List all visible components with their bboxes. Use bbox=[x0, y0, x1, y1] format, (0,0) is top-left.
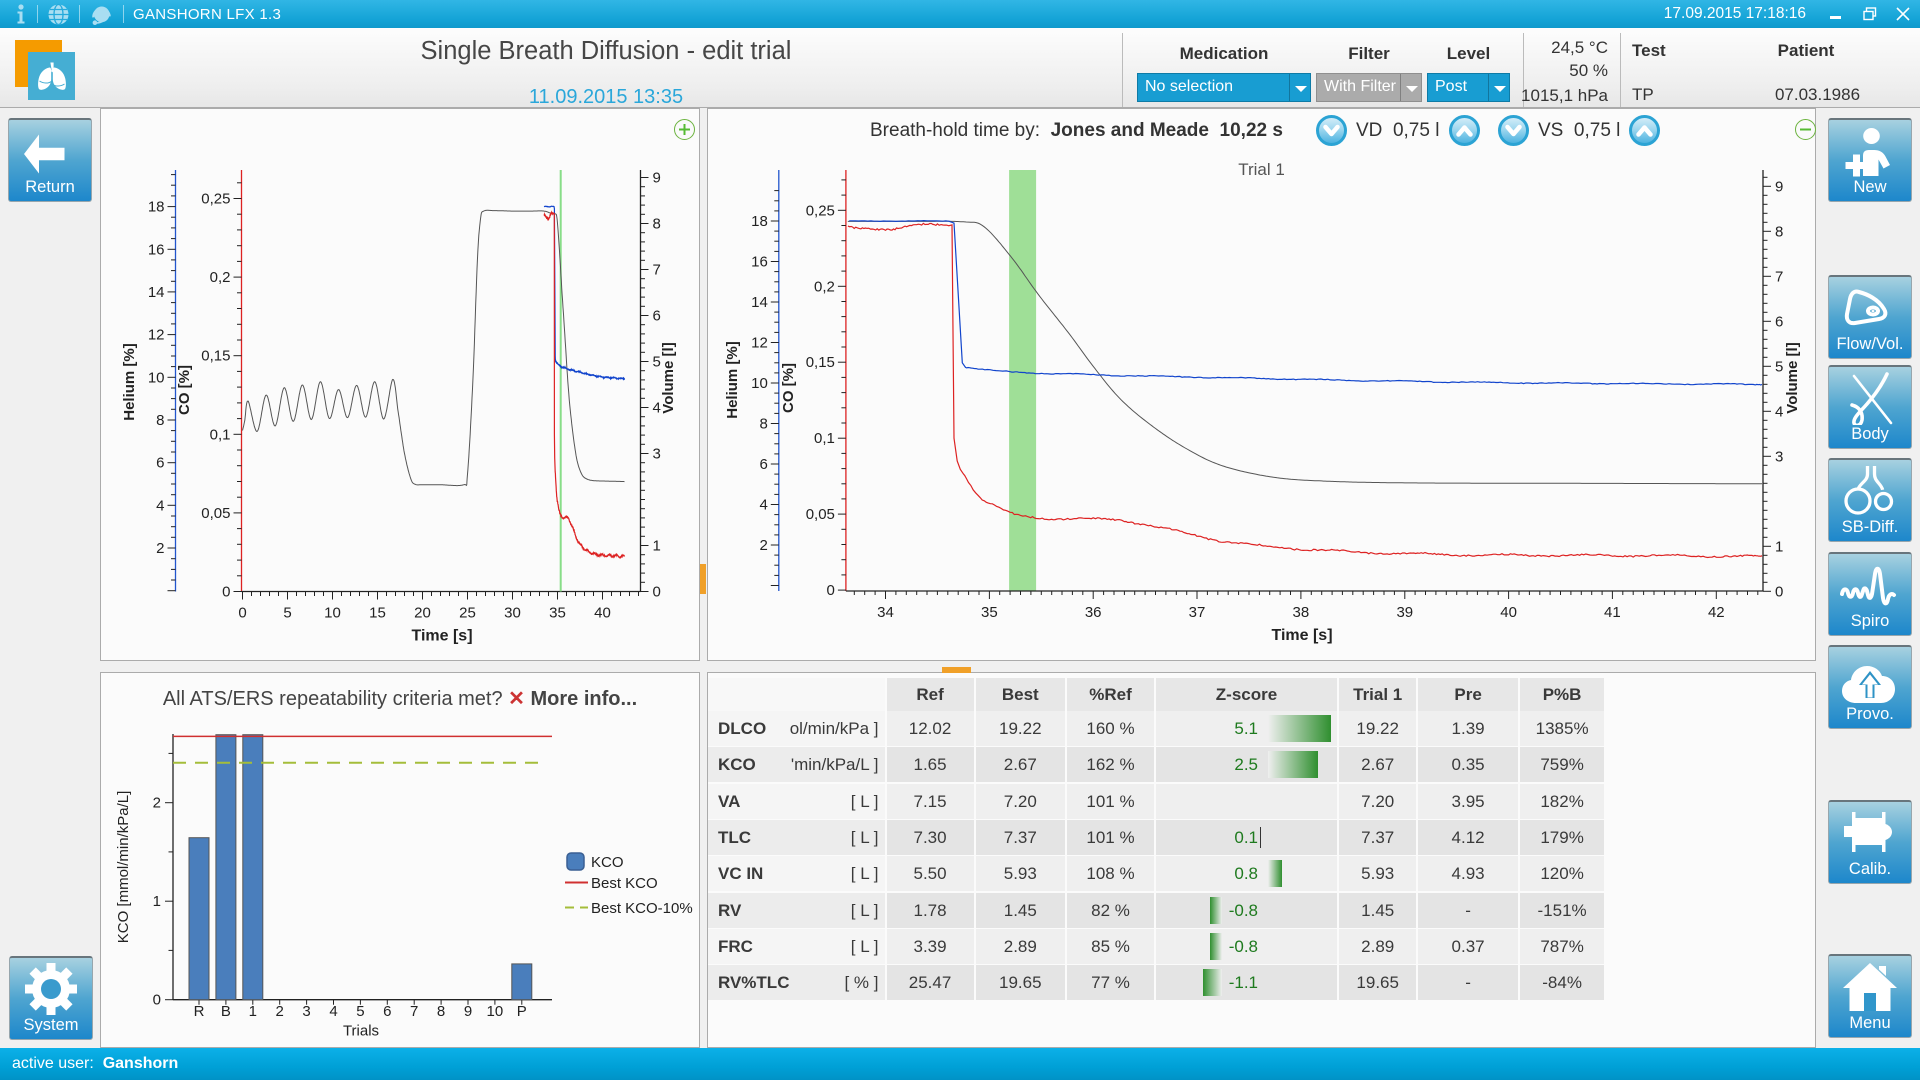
svg-text:38: 38 bbox=[1293, 604, 1310, 621]
svg-text:10: 10 bbox=[751, 375, 768, 392]
svg-text:37: 37 bbox=[1189, 604, 1206, 621]
svg-text:0,05: 0,05 bbox=[806, 506, 835, 523]
svg-text:9: 9 bbox=[653, 170, 661, 187]
svg-text:3: 3 bbox=[302, 1003, 310, 1020]
svg-text:40: 40 bbox=[594, 605, 611, 622]
svg-text:0: 0 bbox=[1775, 583, 1783, 600]
svg-text:KCO: KCO bbox=[591, 854, 624, 871]
svg-text:4: 4 bbox=[653, 400, 661, 417]
svg-text:6: 6 bbox=[1775, 313, 1783, 330]
svg-text:CO [%]: CO [%] bbox=[176, 365, 193, 415]
svg-text:6: 6 bbox=[759, 456, 767, 473]
svg-text:Trials: Trials bbox=[343, 1023, 379, 1040]
svg-text:0,2: 0,2 bbox=[210, 269, 231, 286]
svg-text:0: 0 bbox=[827, 582, 835, 599]
svg-text:Volume [l]: Volume [l] bbox=[1784, 342, 1801, 413]
svg-text:18: 18 bbox=[148, 199, 165, 216]
svg-text:8: 8 bbox=[437, 1003, 445, 1020]
svg-text:B: B bbox=[221, 1003, 231, 1020]
svg-text:8: 8 bbox=[759, 416, 767, 433]
svg-text:0,15: 0,15 bbox=[201, 348, 230, 365]
svg-text:8: 8 bbox=[653, 216, 661, 233]
svg-text:2: 2 bbox=[759, 537, 767, 554]
svg-text:14: 14 bbox=[751, 294, 768, 311]
svg-text:CO [%]: CO [%] bbox=[780, 363, 797, 413]
svg-text:16: 16 bbox=[148, 241, 165, 258]
svg-text:Volume [l]: Volume [l] bbox=[660, 342, 677, 413]
svg-text:6: 6 bbox=[156, 455, 164, 472]
svg-text:0,25: 0,25 bbox=[806, 202, 835, 219]
svg-text:4: 4 bbox=[156, 497, 164, 514]
svg-text:42: 42 bbox=[1708, 604, 1725, 621]
svg-text:Best KCO-10%: Best KCO-10% bbox=[591, 900, 693, 917]
svg-text:4: 4 bbox=[759, 497, 767, 514]
svg-text:18: 18 bbox=[751, 213, 768, 230]
svg-text:6: 6 bbox=[653, 308, 661, 325]
svg-text:34: 34 bbox=[877, 604, 894, 621]
svg-text:R: R bbox=[194, 1003, 205, 1020]
svg-text:Helium [%]: Helium [%] bbox=[121, 343, 138, 421]
svg-text:6: 6 bbox=[383, 1003, 391, 1020]
svg-text:0: 0 bbox=[222, 584, 230, 601]
svg-text:0,1: 0,1 bbox=[210, 426, 231, 443]
svg-text:0,25: 0,25 bbox=[201, 191, 230, 208]
svg-text:0: 0 bbox=[653, 584, 661, 601]
svg-text:8: 8 bbox=[156, 412, 164, 429]
svg-text:20: 20 bbox=[414, 605, 431, 622]
svg-text:10: 10 bbox=[148, 369, 165, 386]
svg-text:Best KCO: Best KCO bbox=[591, 875, 658, 892]
svg-text:7: 7 bbox=[1775, 268, 1783, 285]
svg-text:9: 9 bbox=[464, 1003, 472, 1020]
svg-text:3: 3 bbox=[653, 446, 661, 463]
svg-text:5: 5 bbox=[283, 605, 291, 622]
svg-text:8: 8 bbox=[1775, 223, 1783, 240]
svg-text:0,05: 0,05 bbox=[201, 505, 230, 522]
svg-text:0: 0 bbox=[153, 992, 161, 1009]
svg-text:12: 12 bbox=[148, 327, 165, 344]
svg-text:4: 4 bbox=[329, 1003, 337, 1020]
svg-text:2: 2 bbox=[156, 540, 164, 557]
svg-text:10: 10 bbox=[487, 1003, 504, 1020]
svg-text:0,15: 0,15 bbox=[806, 354, 835, 371]
svg-text:5: 5 bbox=[356, 1003, 364, 1020]
svg-text:5: 5 bbox=[653, 354, 661, 371]
svg-text:35: 35 bbox=[981, 604, 998, 621]
svg-text:0,2: 0,2 bbox=[814, 278, 835, 295]
svg-text:39: 39 bbox=[1396, 604, 1413, 621]
svg-text:36: 36 bbox=[1085, 604, 1102, 621]
svg-text:14: 14 bbox=[148, 284, 165, 301]
svg-text:1: 1 bbox=[249, 1003, 257, 1020]
svg-text:3: 3 bbox=[1775, 448, 1783, 465]
svg-text:9: 9 bbox=[1775, 178, 1783, 195]
svg-text:12: 12 bbox=[751, 335, 768, 352]
svg-text:7: 7 bbox=[410, 1003, 418, 1020]
svg-text:35: 35 bbox=[549, 605, 566, 622]
svg-text:2: 2 bbox=[153, 795, 161, 812]
svg-text:40: 40 bbox=[1500, 604, 1517, 621]
svg-text:41: 41 bbox=[1604, 604, 1621, 621]
svg-text:30: 30 bbox=[504, 605, 521, 622]
svg-text:4: 4 bbox=[1775, 403, 1783, 420]
svg-text:Time [s]: Time [s] bbox=[411, 628, 472, 645]
svg-text:15: 15 bbox=[369, 605, 386, 622]
svg-text:0: 0 bbox=[238, 605, 246, 622]
svg-text:16: 16 bbox=[751, 254, 768, 271]
svg-text:7: 7 bbox=[653, 262, 661, 279]
svg-text:2: 2 bbox=[276, 1003, 284, 1020]
svg-text:5: 5 bbox=[1775, 358, 1783, 375]
svg-text:1: 1 bbox=[1775, 538, 1783, 555]
svg-text:P: P bbox=[517, 1003, 527, 1020]
svg-text:0,1: 0,1 bbox=[814, 430, 835, 447]
svg-text:1: 1 bbox=[653, 538, 661, 555]
svg-text:1: 1 bbox=[153, 893, 161, 910]
svg-text:25: 25 bbox=[459, 605, 476, 622]
svg-text:10: 10 bbox=[324, 605, 341, 622]
svg-text:KCO [mmol/min/kPa/L]: KCO [mmol/min/kPa/L] bbox=[115, 791, 132, 944]
svg-text:Time [s]: Time [s] bbox=[1271, 627, 1332, 644]
svg-text:Helium [%]: Helium [%] bbox=[724, 341, 741, 419]
